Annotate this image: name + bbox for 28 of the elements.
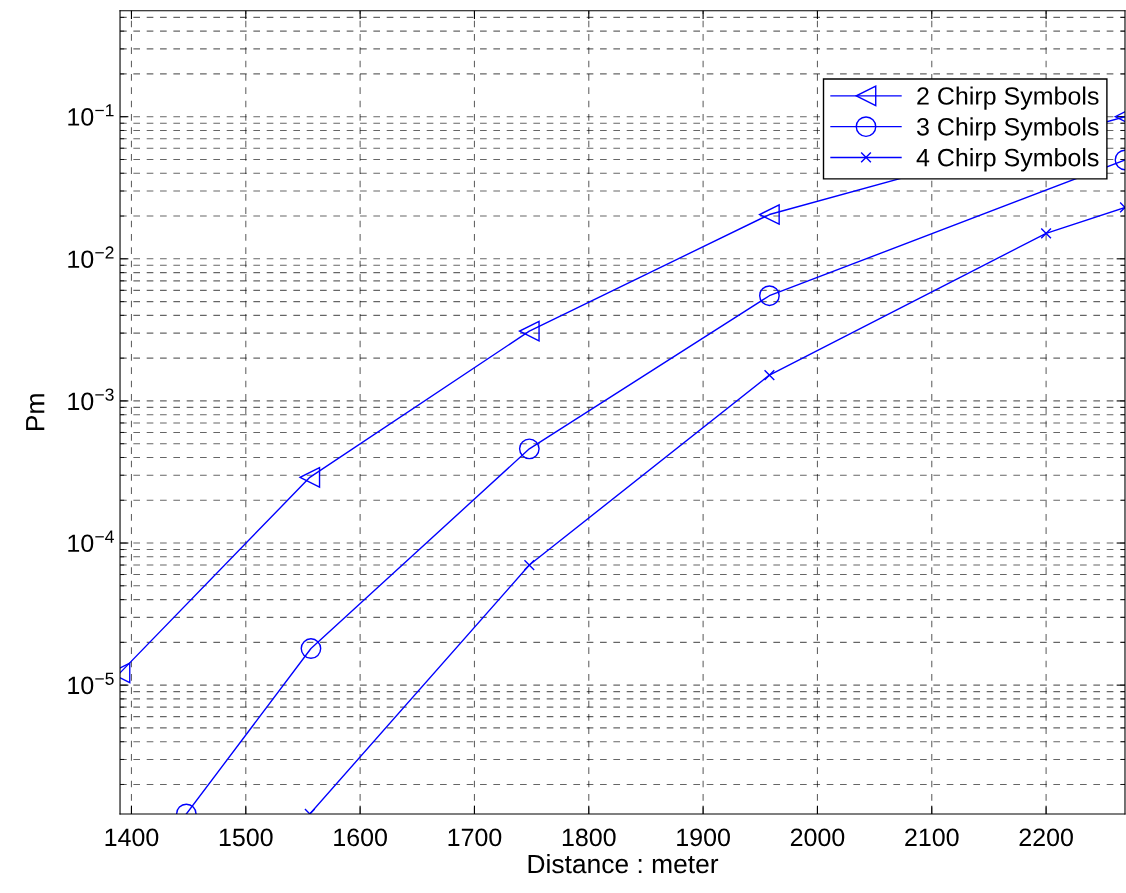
point: [759, 285, 780, 307]
point: [300, 638, 322, 659]
x-tick-label: 1600: [334, 828, 387, 847]
point: [518, 320, 540, 342]
x-tick-label: 1400: [105, 828, 159, 847]
y-tick-label: 10$^{−1}$: [68, 104, 114, 126]
y-axis-title: Pm: [26, 394, 45, 430]
y-tick-label: 10$^{−4}$: [68, 530, 114, 553]
x-tick-label: 1500: [219, 828, 273, 847]
point: [763, 369, 775, 381]
x-tick-label: 2200: [1019, 828, 1073, 847]
x-tick-label: 2100: [905, 828, 959, 847]
point: [523, 559, 535, 571]
x-tick-label: 2000: [790, 828, 845, 847]
legend-label: 2 Chirp Symbols: [917, 86, 1099, 110]
x-tick-label: 1700: [448, 828, 502, 847]
point: [759, 204, 780, 225]
x-tick-label: 1800: [562, 828, 616, 847]
legend-label: 4 Chirp Symbols: [916, 148, 1099, 172]
y-tick-label: 10$^{−5}$: [68, 672, 114, 695]
point: [518, 438, 540, 460]
y-tick-label: 10$^{−3}$: [68, 388, 114, 411]
legend-label: 3 Chirp Symbols: [916, 117, 1099, 141]
point: [299, 466, 321, 488]
point: [1040, 227, 1052, 239]
x-tick-label: 1900: [677, 828, 730, 847]
x-axis-title: Distance : meter: [528, 853, 719, 874]
y-tick-label: 10$^{−2}$: [68, 246, 114, 269]
